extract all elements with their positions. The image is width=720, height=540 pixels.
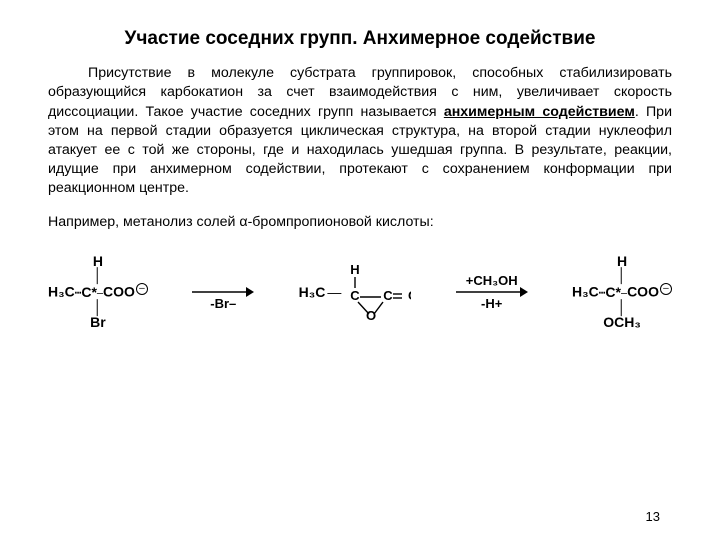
- mol1-top-H: H: [93, 254, 103, 269]
- mol2-assembly: H₃C — H C C O O: [299, 264, 412, 320]
- molecule-product-methoxypropanoate: H │ H₃C┅C*–COO– │ OCH₃: [572, 254, 672, 330]
- mol3-main-row: H₃C┅C*–COO–: [572, 283, 672, 300]
- mol1-center-c: C*: [81, 285, 97, 300]
- molecule-reactant-bromopropanoate: H │ H₃C┅C*–COO– │ Br: [48, 254, 148, 330]
- mol2-bond-left: —: [327, 284, 341, 300]
- svg-text:H: H: [351, 264, 360, 277]
- mol1-charge-neg: –: [136, 283, 148, 295]
- mol1-bottom-br: Br: [90, 315, 106, 330]
- mol3-left-methyl: H₃C: [572, 284, 599, 300]
- page-title: Участие соседних групп. Анхимерное содей…: [48, 28, 672, 50]
- arrow2-below-charge: +: [495, 296, 503, 311]
- arrow1-below-text: -Br: [210, 296, 229, 311]
- svg-text:C: C: [351, 288, 361, 303]
- mol2-prefix-methyl: H₃C: [299, 284, 326, 300]
- mol1-right-coo: COO: [103, 284, 135, 300]
- arrow-step-1: -Br–: [192, 273, 254, 311]
- term-anchimeric: анхимерным содействием: [444, 104, 635, 120]
- page-number: 13: [646, 509, 660, 524]
- example-line: Например, метанолиз солей α-бромпропионо…: [48, 213, 672, 232]
- mol3-bond-hash-left: ┅: [599, 288, 606, 300]
- arrow2-below: -H+: [481, 296, 502, 311]
- molecule-intermediate-lactone: H₃C — H C C O O: [299, 264, 412, 320]
- slide-page: Участие соседних групп. Анхимерное содей…: [0, 0, 720, 540]
- mol3-bond-bottom: │: [618, 300, 627, 315]
- mol1-main-row: H₃C┅C*–COO–: [48, 283, 148, 300]
- mol3-bond-top: │: [618, 268, 627, 283]
- mol1-bond-hash-left: ┅: [75, 288, 82, 300]
- mol2-ring-svg: H C C O O: [341, 264, 411, 320]
- svg-text:C: C: [384, 288, 394, 303]
- mol3-charge-neg: –: [660, 283, 672, 295]
- mol3-right-coo: COO: [627, 284, 659, 300]
- main-paragraph: Присутствие в молекуле субстрата группир…: [48, 64, 672, 198]
- mol3-top-H: H: [617, 254, 627, 269]
- mol1-left-methyl: H₃C: [48, 284, 75, 300]
- arrow-step-2: +CH₃OH -H+: [456, 273, 528, 311]
- mol3-center-c: C*: [605, 285, 621, 300]
- svg-text:O: O: [408, 288, 411, 303]
- mol1-bond-bottom: │: [94, 300, 103, 315]
- mol3-bottom-och3: OCH₃: [603, 315, 641, 330]
- reaction-scheme: H │ H₃C┅C*–COO– │ Br -Br– H₃C —: [48, 254, 672, 330]
- arrow1-below-charge: –: [229, 296, 236, 311]
- arrow1-below: -Br–: [210, 296, 236, 311]
- svg-text:O: O: [366, 308, 376, 320]
- mol1-bond-top: │: [94, 268, 103, 283]
- arrow2-below-text: -H: [481, 296, 495, 311]
